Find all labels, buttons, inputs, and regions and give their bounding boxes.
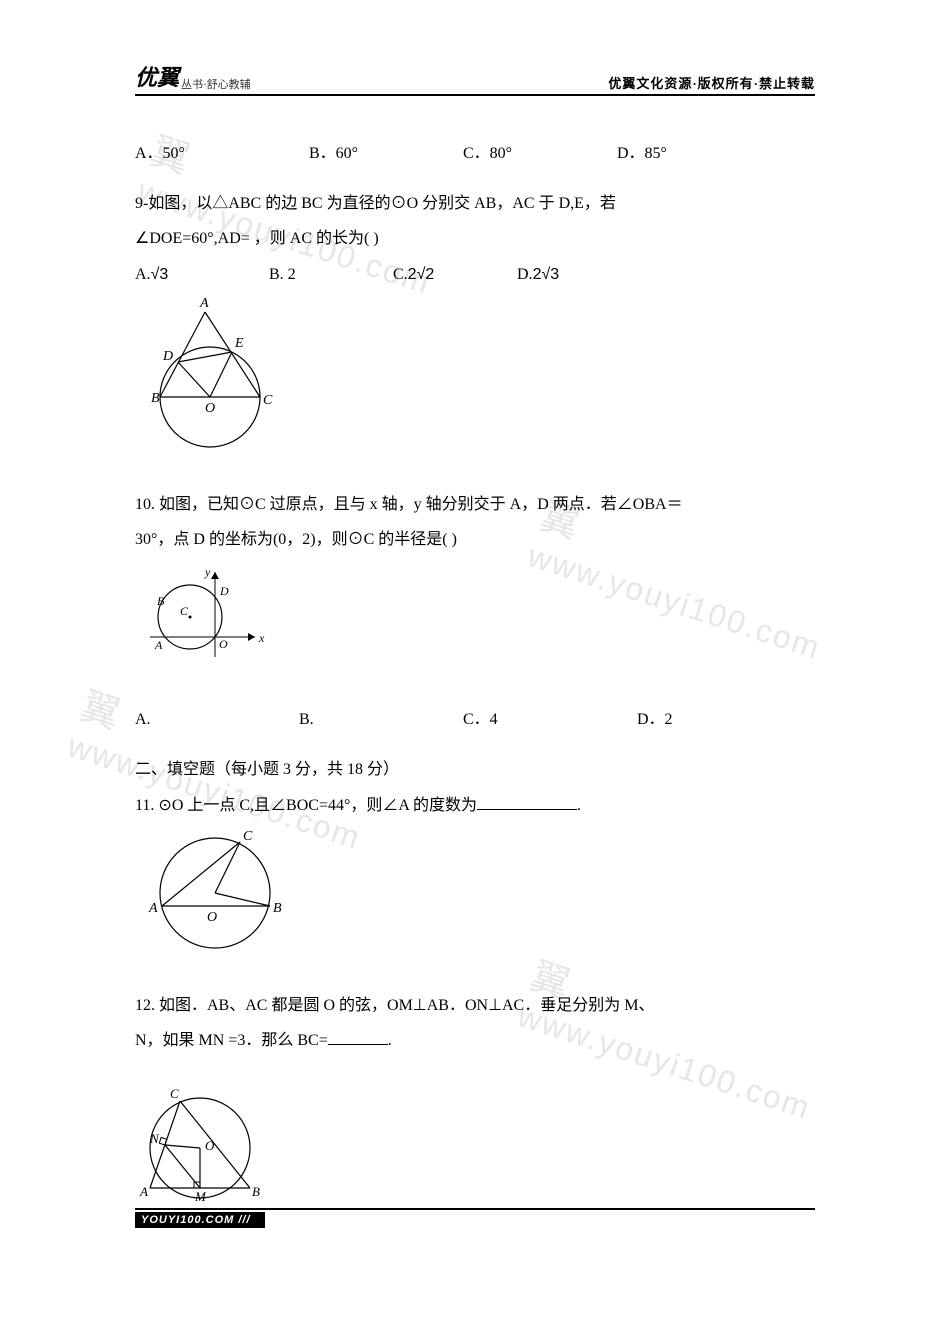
q10-line2: 30°，点 D 的坐标为(0，2)，则⊙C 的半径是( )	[135, 522, 815, 557]
q11-line1: 11. ⊙O 上一点 C,且∠BOC=44°，则∠A 的度数为.	[135, 788, 815, 823]
line-on	[165, 1145, 200, 1148]
logo-main: 优翼	[135, 60, 179, 92]
footer-text: YOUYI100.COM ///	[135, 1212, 265, 1228]
q9-line1: 9-如图，以△ABC 的边 BC 为直径的⊙O 分别交 AB，AC 于 D,E，…	[135, 186, 815, 221]
label-d: D	[162, 349, 173, 364]
blank-field	[477, 792, 577, 810]
opt-d: D．85°	[617, 136, 747, 171]
label-b: B	[157, 594, 165, 608]
label-y: y	[204, 565, 211, 579]
label-m: M	[194, 1189, 207, 1204]
q12-line2: N，如果 MN =3．那么 BC=.	[135, 1023, 815, 1058]
label-n: N	[149, 1131, 160, 1146]
logo: 优翼 丛书·舒心教辅	[135, 60, 251, 92]
label-c: C	[180, 604, 189, 618]
opt-c: C．80°	[463, 136, 613, 171]
logo-sub: 丛书·舒心教辅	[181, 76, 251, 92]
opt-a: A.	[135, 702, 295, 737]
opt-b: B. 2	[269, 257, 389, 292]
label-o: O	[207, 910, 217, 925]
label-b: B	[273, 901, 282, 916]
label-a: A	[148, 901, 158, 916]
label-o: O	[205, 401, 215, 416]
q10-diagram: x y O A B C D	[135, 562, 815, 677]
opt-c: C．4	[463, 702, 633, 737]
blank-field	[328, 1027, 388, 1045]
line-oc	[215, 842, 240, 893]
q11-diagram: A B C O	[135, 828, 815, 963]
right-angle-n	[159, 1138, 167, 1146]
label-a: A	[199, 297, 209, 311]
opt-b: B.	[299, 702, 459, 737]
q9-diagram: A B C D E O	[135, 297, 815, 462]
q9-line2: ∠DOE=60°,AD= ，则 AC 的长为( )	[135, 221, 815, 256]
label-c: C	[170, 1088, 179, 1101]
label-o: O	[205, 1138, 215, 1153]
line-eo	[210, 352, 232, 397]
label-c: C	[263, 393, 273, 408]
opt-d: D．2	[637, 702, 737, 737]
arrow-y	[211, 572, 219, 579]
label-d: D	[219, 584, 229, 598]
label-c: C	[243, 829, 253, 844]
opt-a: A．50°	[135, 136, 305, 171]
opt-a: A. √3	[135, 257, 265, 292]
section-2-title: 二、填空题（每小题 3 分，共 18 分）	[135, 752, 815, 787]
header-right: 优翼文化资源·版权所有·禁止转载	[608, 73, 815, 92]
line-do	[178, 362, 210, 397]
page-header: 优翼 丛书·舒心教辅 优翼文化资源·版权所有·禁止转载	[135, 60, 815, 96]
arrow-x	[248, 633, 255, 641]
question-9: 9-如图，以△ABC 的边 BC 为直径的⊙O 分别交 AB，AC 于 D,E，…	[135, 186, 815, 462]
opt-b: B．60°	[309, 136, 459, 171]
question-10: 10. 如图，已知⊙C 过原点，且与 x 轴，y 轴分别交于 A，D 两点．若∠…	[135, 487, 815, 738]
line-ob	[215, 893, 270, 906]
question-11: 11. ⊙O 上一点 C,且∠BOC=44°，则∠A 的度数为. A B C O	[135, 788, 815, 963]
label-a: A	[139, 1184, 148, 1199]
label-b: B	[151, 391, 160, 406]
label-e: E	[234, 336, 244, 351]
label-o: O	[219, 637, 228, 651]
q10-line1: 10. 如图，已知⊙C 过原点，且与 x 轴，y 轴分别交于 A，D 两点．若∠…	[135, 487, 815, 522]
opt-c: C. 2√2	[393, 257, 513, 292]
label-b: B	[252, 1184, 260, 1199]
label-x: x	[258, 631, 265, 645]
q12-diagram: A B C M N O	[135, 1088, 815, 1213]
opt-d: D. 2√3	[517, 257, 617, 292]
label-a: A	[154, 638, 163, 652]
center-dot	[189, 616, 192, 619]
q12-line1: 12. 如图．AB、AC 都是圆 O 的弦，OM⊥AB．ON⊥AC．垂足分别为 …	[135, 988, 815, 1023]
question-12: 12. 如图．AB、AC 都是圆 O 的弦，OM⊥AB．ON⊥AC．垂足分别为 …	[135, 988, 815, 1213]
line-cb	[180, 1101, 250, 1188]
question-8-options: A．50° B．60° C．80° D．85°	[135, 136, 815, 171]
line-ac	[205, 312, 260, 397]
